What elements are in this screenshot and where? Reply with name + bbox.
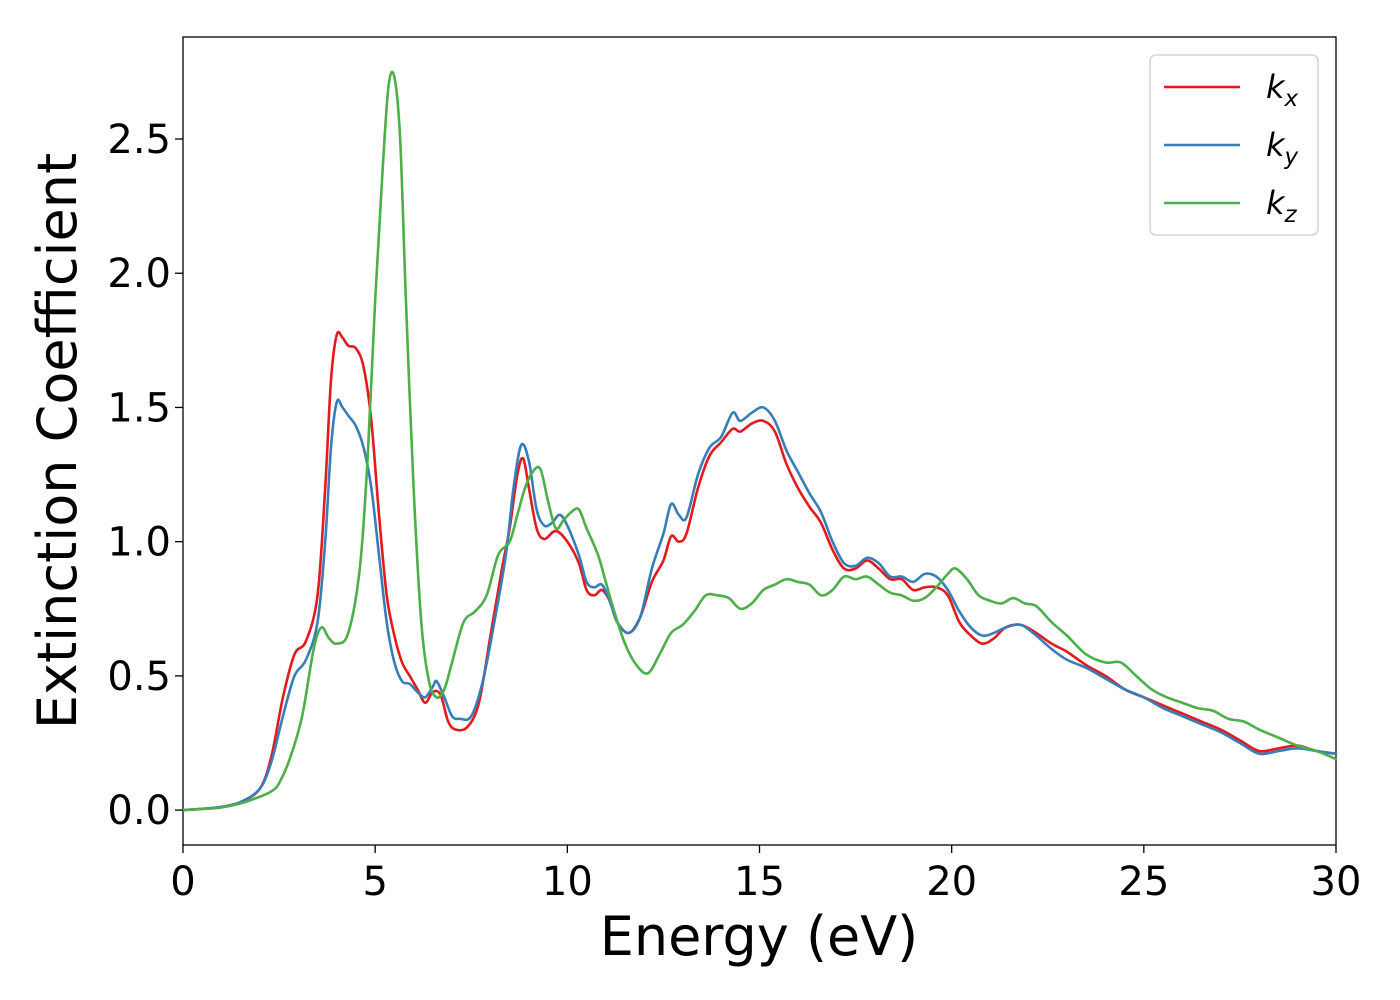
legend-label-x: kx — [1266, 68, 1299, 112]
x-axis-label: Energy (eV) — [600, 905, 919, 968]
y-tick-label: 2.0 — [107, 251, 171, 297]
series-line-x — [181, 330, 1338, 812]
x-tick-label: 10 — [542, 859, 593, 905]
y-tick-label: 2.5 — [107, 117, 171, 163]
legend-label-z: kz — [1266, 184, 1298, 228]
y-axis-label: Extinction Coefficient — [26, 153, 89, 729]
y-tick-label: 1.0 — [107, 520, 171, 566]
y-axis-ticks: 0.0 0.5 1.0 1.5 2.0 2.5 — [107, 117, 183, 834]
series-layer — [181, 70, 1338, 812]
series-line-z — [181, 70, 1338, 812]
x-axis-ticks: 0 5 10 15 20 25 30 — [170, 845, 1361, 905]
y-tick-label: 0.5 — [107, 654, 171, 700]
x-tick-label: 0 — [170, 859, 195, 905]
x-tick-label: 25 — [1118, 859, 1169, 905]
x-tick-label: 15 — [734, 859, 785, 905]
y-tick-label: 1.5 — [107, 385, 171, 431]
x-tick-label: 20 — [926, 859, 977, 905]
x-tick-label: 30 — [1311, 859, 1362, 905]
y-tick-label: 0.0 — [107, 788, 171, 834]
x-tick-label: 5 — [362, 859, 387, 905]
legend: kx ky kz — [1149, 54, 1319, 236]
legend-label-y: ky — [1266, 126, 1299, 170]
